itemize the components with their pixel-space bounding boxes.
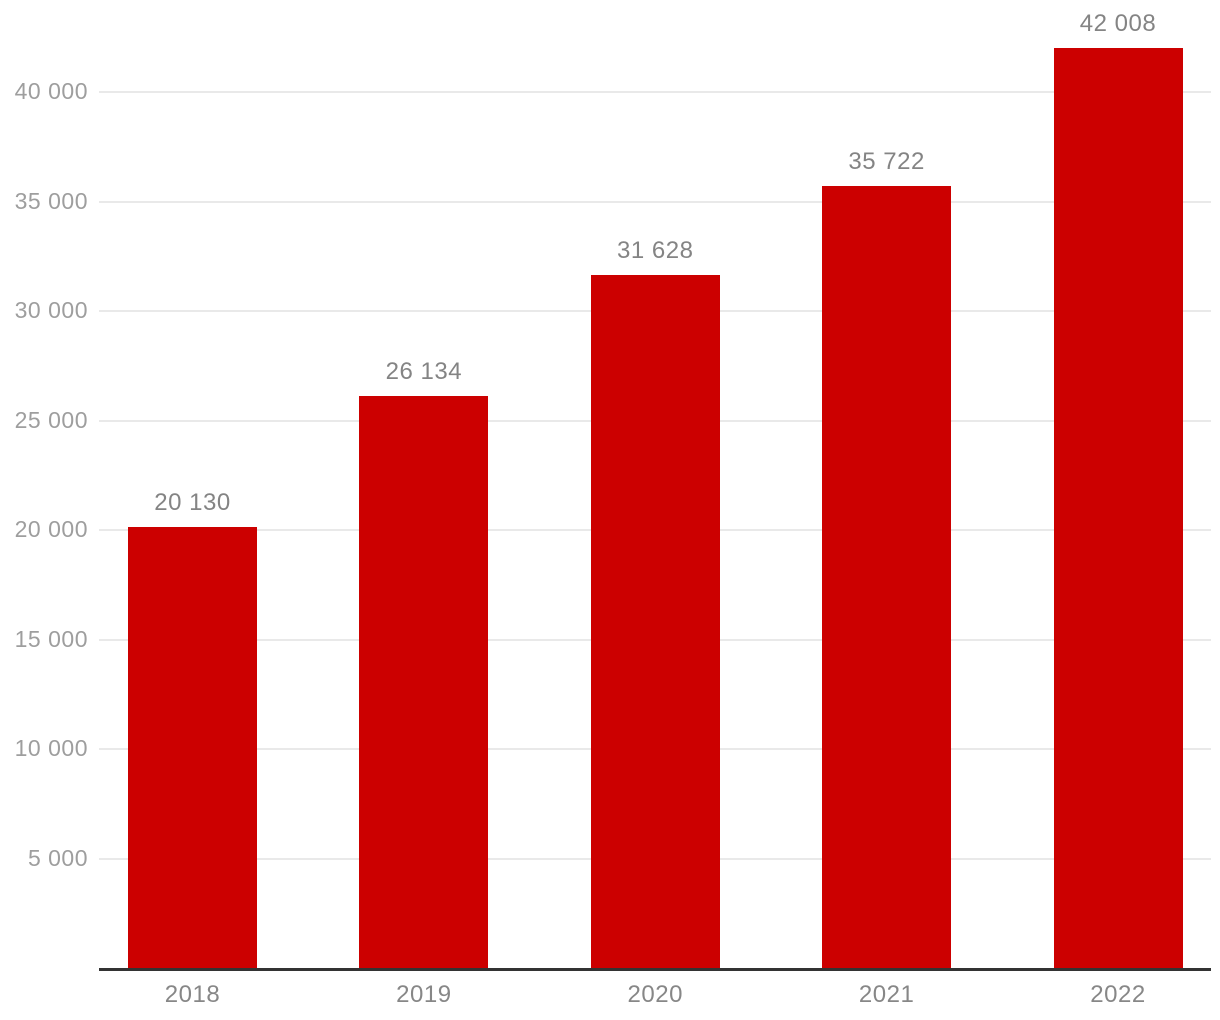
bar-value-label: 20 130 (154, 489, 231, 517)
x-axis-label: 2019 (396, 981, 452, 1008)
y-tick-label: 30 000 (14, 297, 88, 323)
bar-value-label: 31 628 (617, 237, 694, 265)
y-gridline (99, 200, 1211, 203)
bar (359, 395, 489, 968)
y-gridline (99, 91, 1211, 93)
bar (822, 185, 952, 968)
y-tick-label: 25 000 (14, 406, 88, 433)
y-tick-label: 15 000 (14, 625, 88, 652)
y-tick-label: 20 000 (14, 516, 88, 542)
bar-value-label: 35 722 (848, 147, 925, 175)
bar (128, 527, 257, 968)
bar (1053, 48, 1183, 968)
y-tick-label: 35 000 (14, 187, 88, 214)
bar (590, 275, 720, 968)
bar-value-label: 26 134 (385, 357, 463, 385)
bar-value-label: 42 008 (1079, 10, 1157, 38)
y-tick-label: 40 000 (14, 78, 88, 104)
y-tick-label: 5 000 (27, 844, 88, 871)
y-tick-label: 10 000 (14, 735, 88, 761)
x-axis-label: 2021 (858, 981, 915, 1008)
x-axis-label: 2020 (627, 981, 683, 1008)
x-axis-line (99, 968, 1211, 971)
x-axis-label: 2022 (1090, 981, 1146, 1008)
x-axis-label: 2018 (164, 981, 221, 1008)
